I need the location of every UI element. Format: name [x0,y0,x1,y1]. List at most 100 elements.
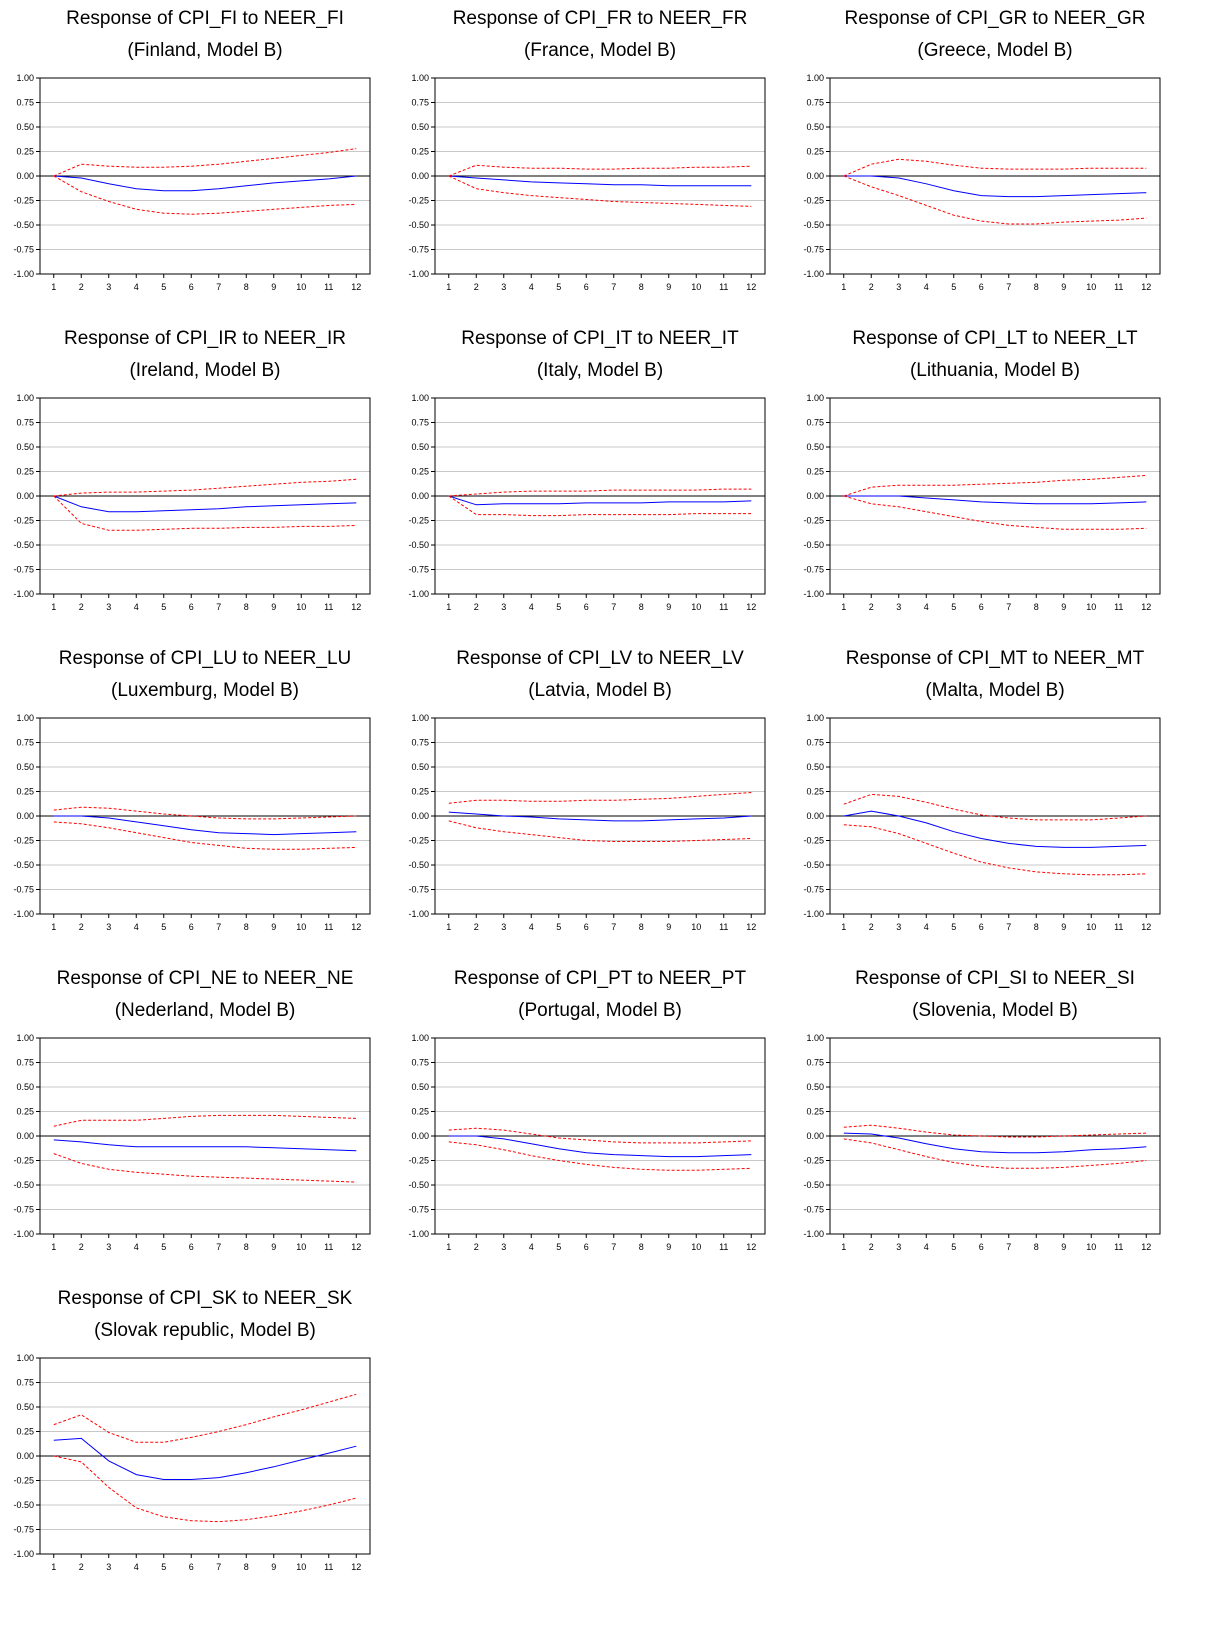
upper-band-line [53,1393,357,1443]
x-tick-label: 9 [666,602,671,612]
upper-band-line [843,158,1147,177]
x-tick-label: 3 [106,602,111,612]
y-tick-label: -1.00 [408,1229,429,1239]
y-tick-label: -0.75 [408,1205,429,1215]
x-tick-label: 10 [296,1562,306,1572]
y-tick-label: 0.50 [16,1402,34,1412]
x-tick-label: 3 [896,602,901,612]
x-tick-label: 2 [474,282,479,292]
chart-plot: 1.00 0.75 0.50 0.25 0.00 -0.25 -0.50 -0.75 -1.00… [13,713,371,932]
chart-subtitle: (Malta, Model B) [925,680,1065,701]
x-tick-label: 6 [189,1562,194,1572]
chart-plot: 1.00 0.75 0.50 0.25 0.00 -0.25 -0.50 -0.75 -1.00… [803,713,1161,932]
plot-frame [39,397,371,595]
x-tick-label: 4 [134,282,139,292]
y-tick-label: 0.50 [411,762,429,772]
x-tick-label: 11 [324,602,333,612]
y-tick-label: 0.75 [16,1058,34,1068]
chart-title: Response of CPI_MT to NEER_MT [845,648,1145,669]
x-tick-label: 2 [474,922,479,932]
x-tick-label: 4 [924,1242,929,1252]
chart-subtitle: (Portugal, Model B) [518,1000,682,1021]
y-tick-label: -0.50 [13,1500,34,1510]
y-tick-label: -0.25 [803,196,824,206]
y-tick-label: 0.25 [806,1107,824,1117]
x-tick-label: 7 [611,922,616,932]
x-tick-label: 6 [979,1242,984,1252]
chart-title: Response of CPI_IT to NEER_IT [461,328,739,349]
x-tick-label: 2 [869,1242,874,1252]
chart-title: Response of CPI_FI to NEER_FI [66,8,344,29]
y-tick-label: -1.00 [13,1549,34,1559]
y-tick-label: 0.50 [16,1082,34,1092]
plot-frame [434,397,766,595]
y-tick-label: -0.75 [13,245,34,255]
y-tick-label: 1.00 [16,1353,34,1363]
x-tick-label: 3 [501,602,506,612]
y-tick-label: 0.50 [411,122,429,132]
y-tick-label: 0.00 [16,491,34,501]
x-tick-label: 3 [896,1242,901,1252]
plot-frame [39,1357,371,1555]
x-tick-label: 4 [134,602,139,612]
x-tick-label: 12 [746,282,756,292]
y-tick-label: -0.75 [408,885,429,895]
y-tick-label: 0.25 [411,467,429,477]
chart-panel: Response of CPI_NE to NEER_NE (Nederland,… [0,960,410,1294]
chart-subtitle: (France, Model B) [523,40,677,61]
response-line [448,1135,752,1158]
x-tick-label: 5 [161,922,166,932]
chart-panel: Response of CPI_IT to NEER_IT (Italy, Mod… [395,320,805,654]
plot-frame [829,397,1161,595]
x-tick-label: 10 [691,602,701,612]
y-tick-label: 0.00 [411,1131,429,1141]
y-tick-label: 0.25 [806,467,824,477]
y-tick-label: -0.25 [408,836,429,846]
y-tick-label: 1.00 [16,73,34,83]
x-tick-label: 6 [584,1242,589,1252]
x-tick-label: 7 [216,602,221,612]
chart-panel: Response of CPI_FR to NEER_FR (France, Mo… [395,0,805,334]
lower-band-line [843,1138,1147,1169]
y-tick-label: 0.50 [16,442,34,452]
x-tick-label: 8 [639,922,644,932]
x-tick-label: 8 [639,602,644,612]
y-tick-label: 0.50 [411,1082,429,1092]
x-tick-label: 10 [296,602,306,612]
chart-title: Response of CPI_IR to NEER_IR [64,328,346,349]
y-tick-label: -1.00 [408,269,429,279]
x-tick-label: 9 [1061,1242,1066,1252]
y-tick-label: 1.00 [16,393,34,403]
chart-plot: 1.00 0.75 0.50 0.25 0.00 -0.25 -0.50 -0.75 -1.00… [408,713,766,932]
x-tick-label: 12 [351,282,361,292]
lower-band-line [53,821,357,850]
y-tick-label: -0.25 [803,836,824,846]
y-tick-label: -0.25 [13,516,34,526]
y-tick-label: 0.00 [806,1131,824,1141]
x-tick-label: 3 [896,922,901,932]
x-tick-label: 7 [611,1242,616,1252]
chart-panel: Response of CPI_SI to NEER_SI (Slovenia, … [790,960,1200,1294]
x-tick-label: 5 [951,922,956,932]
y-tick-label: 0.00 [16,811,34,821]
y-tick-label: -0.25 [408,196,429,206]
x-tick-label: 4 [529,922,534,932]
chart-subtitle: (Latvia, Model B) [528,680,672,701]
y-tick-label: -0.50 [803,540,824,550]
y-tick-label: 0.50 [806,1082,824,1092]
x-tick-label: 10 [691,1242,701,1252]
y-tick-label: 0.75 [806,418,824,428]
chart-subtitle: (Slovak republic, Model B) [94,1320,316,1341]
x-tick-label: 1 [841,282,846,292]
upper-band-line [53,478,357,497]
chart-panel: Response of CPI_SK to NEER_SK (Slovak rep… [0,1280,410,1614]
chart-subtitle: (Luxemburg, Model B) [111,680,299,701]
y-tick-label: -1.00 [803,589,824,599]
chart-title: Response of CPI_GR to NEER_GR [844,8,1146,29]
x-tick-label: 8 [1034,1242,1039,1252]
x-tick-label: 7 [1006,282,1011,292]
y-tick-label: 0.50 [806,762,824,772]
x-tick-label: 9 [271,1242,276,1252]
y-tick-label: 0.25 [16,787,34,797]
y-tick-label: -1.00 [803,909,824,919]
